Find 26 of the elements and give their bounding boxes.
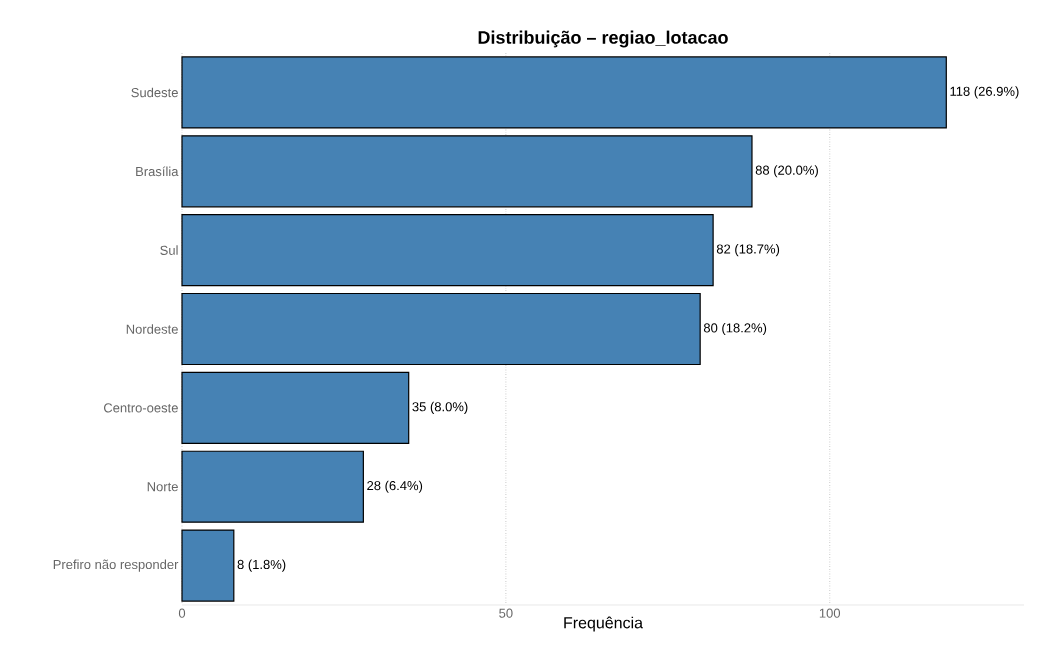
data-label: 80 (18.2%) [703,322,767,336]
x-tick-label: 100 [819,608,841,618]
data-label: 28 (6.4%) [367,480,423,493]
bar [181,529,235,602]
x-axis-title: Frequência [564,616,644,632]
bar [181,371,410,444]
data-label: 8 (1.8%) [237,559,286,572]
y-tick-label: Sul [160,245,178,255]
y-tick-label: Sudeste [131,87,178,98]
bar [181,214,714,287]
y-tick-label: Prefiro não responder [53,559,179,572]
bar [181,135,753,208]
data-label: 35 (8.0%) [412,401,468,414]
bar [181,56,947,129]
y-tick-label: Centro-oeste [103,403,178,413]
data-label: 82 (18.7%) [716,244,780,257]
data-label: 88 (20.0%) [755,165,818,178]
chart-title: Distribuição – regiao_lotacao [478,30,728,48]
y-tick-label: Nordeste [126,324,178,334]
x-tick-label: 50 [499,608,513,618]
y-tick-label: Brasília [136,166,179,177]
y-tick-label: Norte [147,482,178,492]
x-tick-label: 0 [178,608,186,618]
bar [181,450,364,523]
data-label: 118 (26.9%) [950,86,1019,99]
bar [181,292,701,366]
